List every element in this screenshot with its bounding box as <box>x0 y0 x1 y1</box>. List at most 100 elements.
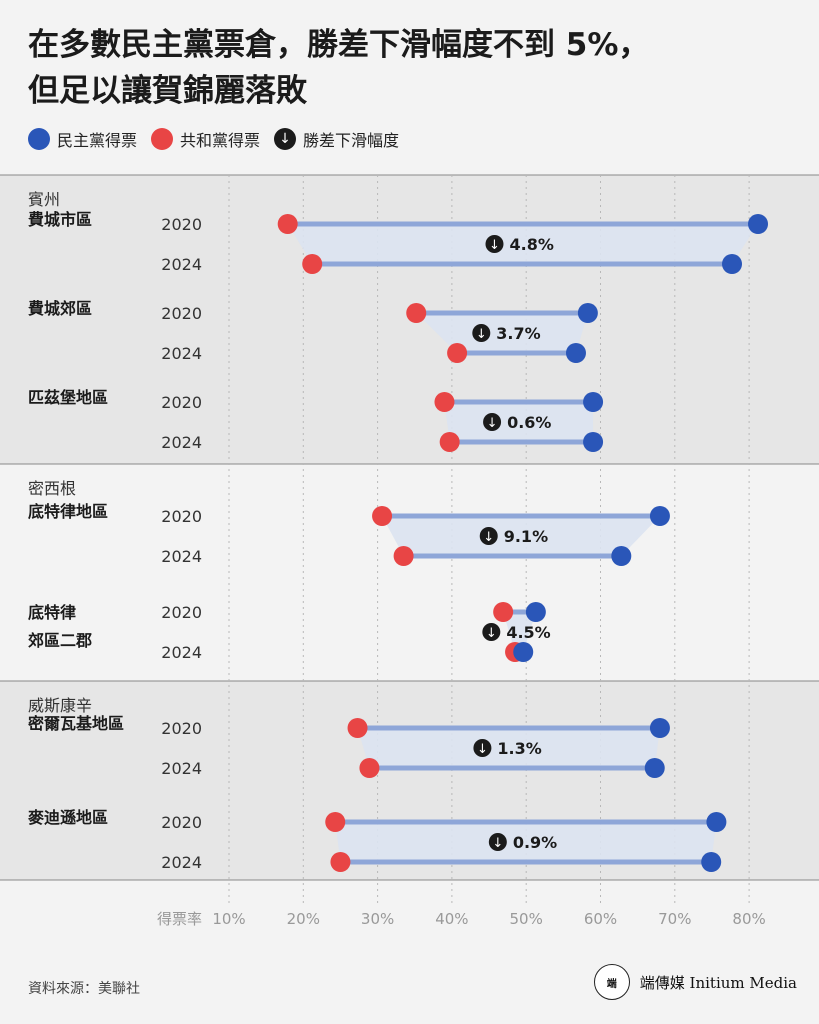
rep-point-2020 <box>434 392 455 412</box>
margin-drop-label: 4.8% <box>509 235 553 254</box>
state-label: 密西根 <box>28 479 76 498</box>
year-label-2024: 2024 <box>161 759 202 778</box>
margin-shade <box>503 612 536 652</box>
county-name: 費城郊區 <box>28 299 92 318</box>
x-axis-label: 得票率 <box>157 910 202 928</box>
down-arrow-glyph: ↓ <box>486 626 497 641</box>
year-label-2024: 2024 <box>161 255 202 274</box>
x-tick-label: 20% <box>287 910 320 928</box>
margin-drop-label: 9.1% <box>504 527 548 546</box>
year-label-2024: 2024 <box>161 344 202 363</box>
down-arrow-glyph: ↓ <box>477 742 488 757</box>
state-band <box>0 464 819 681</box>
dem-point-2024 <box>722 254 743 274</box>
down-arrow-icon <box>472 324 491 342</box>
legend-margin: ↓ 勝差下滑幅度 <box>274 127 399 151</box>
down-arrow-glyph: ↓ <box>492 836 503 851</box>
dem-point-2024 <box>565 343 586 363</box>
margin-drop-label: 4.5% <box>506 623 550 642</box>
rep-point-2020 <box>347 718 368 738</box>
county-name: 底特律 <box>28 603 76 622</box>
year-label-2024: 2024 <box>161 547 202 566</box>
title-line-1: 在多數民主黨票倉，勝差下滑幅度不到 5%， <box>28 27 650 63</box>
down-arrow-icon <box>483 413 502 431</box>
legend-rep-label: 共和黨得票 <box>180 131 261 150</box>
dem-point-2020 <box>748 214 769 234</box>
legend-margin-label: 勝差下滑幅度 <box>303 131 400 150</box>
down-arrow-icon: ↓ <box>274 128 297 150</box>
rep-dot-icon <box>151 128 174 150</box>
rep-point-2024 <box>359 758 380 778</box>
rep-point-2024 <box>393 546 414 566</box>
dem-point-2020 <box>706 812 727 832</box>
brand-name: 端傳媒 Initium Media <box>639 973 797 992</box>
margin-shade <box>444 402 594 442</box>
rep-point-2020 <box>325 812 346 832</box>
dem-point-2020 <box>649 718 670 738</box>
initium-logo-icon: 端 <box>593 964 630 1000</box>
dem-point-2024 <box>513 642 534 662</box>
dem-point-2020 <box>577 303 598 323</box>
margin-shade <box>382 516 660 556</box>
rep-point-2020 <box>406 303 427 323</box>
rep-point-2024 <box>447 343 468 363</box>
county-name: 麥迪遜地區 <box>27 808 108 827</box>
margin-drop-label: 3.7% <box>496 324 540 343</box>
year-label-2024: 2024 <box>161 853 202 872</box>
year-label-2020: 2020 <box>161 304 202 323</box>
year-label-2020: 2020 <box>161 507 202 526</box>
county-name: 費城市區 <box>28 210 92 229</box>
chart-title: 在多數民主黨票倉，勝差下滑幅度不到 5%， 但足以讓賀錦麗落敗 <box>28 22 798 114</box>
rep-point-2024 <box>439 432 460 452</box>
legend-dem-label: 民主黨得票 <box>57 131 138 150</box>
year-label-2020: 2020 <box>161 393 202 412</box>
state-label: 威斯康辛 <box>28 696 92 715</box>
year-label-2020: 2020 <box>161 813 202 832</box>
margin-shade <box>287 224 759 264</box>
down-arrow-icon <box>485 235 504 253</box>
down-arrow-icon <box>479 527 498 545</box>
grid-layer <box>228 175 750 905</box>
legend: 民主黨得票 共和黨得票 ↓ 勝差下滑幅度 <box>28 124 413 154</box>
down-arrow-glyph: ↓ <box>476 327 487 342</box>
x-tick-label: 70% <box>658 910 691 928</box>
down-arrow-glyph: ↓ <box>483 530 494 545</box>
rep-point-2020 <box>493 602 514 622</box>
dem-point-2024 <box>611 546 632 566</box>
margin-drop-label: 0.9% <box>513 833 557 852</box>
title-line-2: 但足以讓賀錦麗落敗 <box>28 73 307 109</box>
legend-rep: 共和黨得票 <box>151 127 260 151</box>
dem-point-2020 <box>583 392 604 412</box>
dem-point-2020 <box>525 602 546 622</box>
dem-point-2020 <box>649 506 670 526</box>
dem-point-2024 <box>583 432 604 452</box>
year-label-2024: 2024 <box>161 433 202 452</box>
x-tick-label: 60% <box>584 910 617 928</box>
brand: 端 端傳媒 Initium Media <box>593 964 797 1000</box>
margin-shade <box>416 313 588 353</box>
county-name: 密爾瓦基地區 <box>27 714 124 733</box>
dem-point-2024 <box>644 758 665 778</box>
county-name: 底特律地區 <box>28 502 108 521</box>
legend-dem: 民主黨得票 <box>28 127 137 151</box>
margin-shade <box>357 728 660 768</box>
state-label: 賓州 <box>28 190 60 209</box>
dem-dot-icon <box>28 128 50 150</box>
county-name: 匹茲堡地區 <box>28 388 108 407</box>
county-name: 郊區二郡 <box>28 631 92 650</box>
rep-point-2020 <box>372 506 393 526</box>
year-label-2020: 2020 <box>161 719 202 738</box>
year-label-2024: 2024 <box>161 643 202 662</box>
x-tick-label: 50% <box>510 910 543 928</box>
x-tick-label: 10% <box>212 910 245 928</box>
rep-point-2024 <box>330 852 351 872</box>
x-tick-label: 40% <box>435 910 468 928</box>
margin-shade <box>335 822 717 862</box>
down-arrow-icon <box>488 833 507 851</box>
margin-drop-label: 0.6% <box>507 413 551 432</box>
rep-point-2020 <box>277 214 298 234</box>
year-label-2020: 2020 <box>161 215 202 234</box>
down-arrow-icon <box>473 739 492 757</box>
rep-point-2024 <box>302 254 323 274</box>
